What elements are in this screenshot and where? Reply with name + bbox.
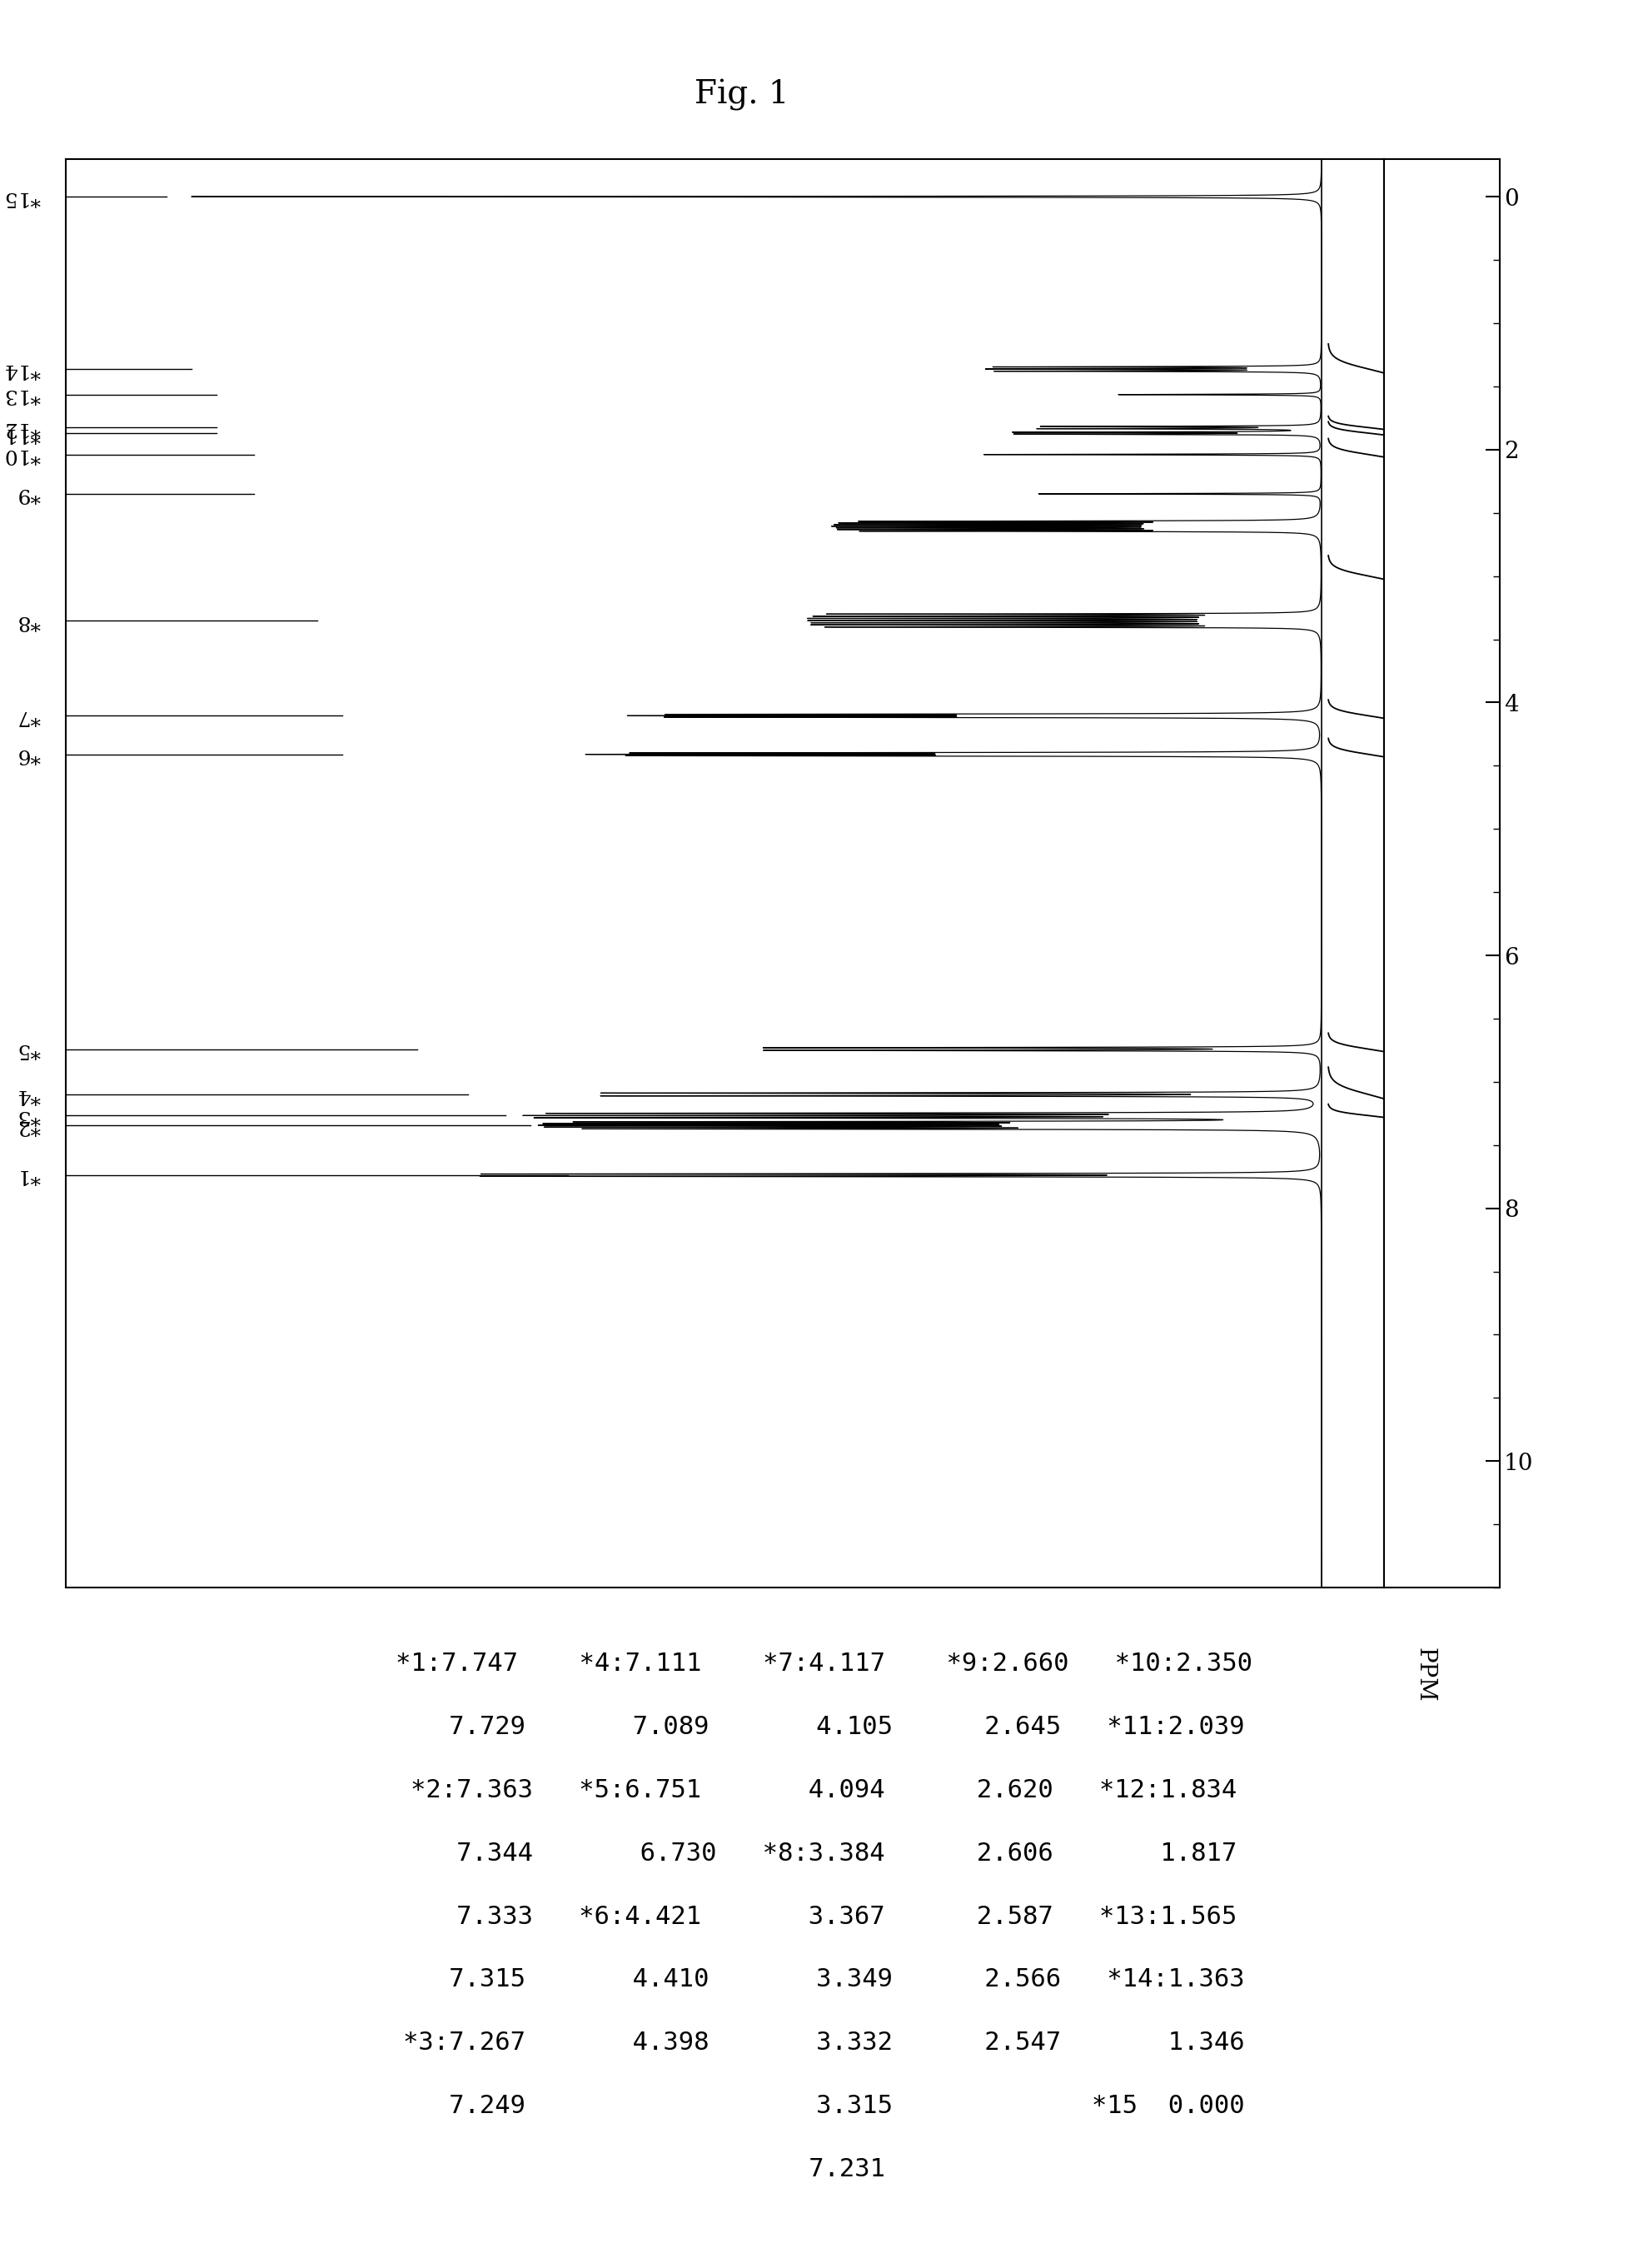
- Text: Fig. 1: Fig. 1: [694, 79, 789, 111]
- Text: 4.02: 4.02: [1416, 433, 1434, 476]
- Text: 7.729       7.089       4.105      2.645   *11:2.039: 7.729 7.089 4.105 2.645 *11:2.039: [404, 1715, 1244, 1740]
- Text: 4.09: 4.09: [1416, 694, 1434, 737]
- Text: *1:7.747    *4:7.111    *7:4.117    *9:2.660   *10:2.350: *1:7.747 *4:7.111 *7:4.117 *9:2.660 *10:…: [396, 1651, 1252, 1676]
- Text: 1.34: 1.34: [1416, 406, 1434, 449]
- Text: *14: *14: [3, 358, 41, 379]
- Text: 3.99: 3.99: [1416, 733, 1434, 776]
- Text: *9: *9: [16, 485, 41, 503]
- Text: *3:7.267       4.398       3.332      2.547       1.346: *3:7.267 4.398 3.332 2.547 1.346: [404, 2032, 1244, 2055]
- Text: 1.81: 1.81: [1416, 413, 1434, 454]
- Text: 7.231: 7.231: [763, 2157, 885, 2182]
- Text: PPM: PPM: [1414, 1647, 1435, 1701]
- Text: 7.333   *6:4.421       3.367      2.587   *13:1.565: 7.333 *6:4.421 3.367 2.587 *13:1.565: [410, 1905, 1238, 1928]
- Text: 6.27: 6.27: [1416, 349, 1434, 390]
- Text: 4.05: 4.05: [1416, 1027, 1434, 1070]
- Text: *12: *12: [3, 417, 41, 438]
- Text: 2.00: 2.00: [1416, 1095, 1434, 1136]
- Text: 7.315       4.410       3.349      2.566   *14:1.363: 7.315 4.410 3.349 2.566 *14:1.363: [404, 1969, 1244, 1991]
- Text: 2.01: 2.01: [1416, 556, 1434, 596]
- Text: *8: *8: [16, 610, 41, 631]
- Text: *5: *5: [16, 1039, 41, 1059]
- Text: 10.99: 10.99: [1416, 1068, 1434, 1120]
- Text: *15: *15: [3, 188, 41, 206]
- Text: *2:7.363   *5:6.751       4.094      2.620   *12:1.834: *2:7.363 *5:6.751 4.094 2.620 *12:1.834: [410, 1778, 1238, 1803]
- Text: *1: *1: [16, 1166, 41, 1184]
- Text: 7.344       6.730   *8:3.384      2.606       1.817: 7.344 6.730 *8:3.384 2.606 1.817: [410, 1842, 1238, 1864]
- Text: *11: *11: [5, 424, 41, 442]
- Text: 7.249                   3.315             *15  0.000: 7.249 3.315 *15 0.000: [404, 2093, 1244, 2118]
- Text: *4: *4: [16, 1084, 41, 1105]
- Text: *6: *6: [16, 744, 41, 764]
- Text: *2: *2: [16, 1116, 41, 1134]
- Text: *3: *3: [16, 1107, 41, 1125]
- Text: *13: *13: [3, 386, 41, 404]
- Text: *10: *10: [3, 445, 41, 465]
- Text: *7: *7: [16, 705, 41, 726]
